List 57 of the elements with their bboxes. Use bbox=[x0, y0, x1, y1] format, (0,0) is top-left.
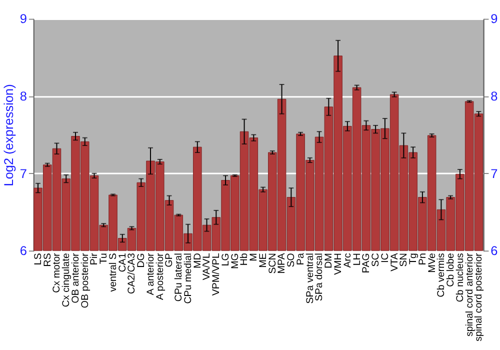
x-tick-label: SO bbox=[286, 252, 298, 268]
y2-tick-label: 6 bbox=[490, 243, 498, 258]
y-axis-title: Log2 (expression) bbox=[1, 84, 16, 186]
x-tick-label: CPu lateral bbox=[174, 253, 185, 302]
x-tick-label: RS bbox=[42, 252, 54, 267]
x-tick-label: spinal cord posterior bbox=[474, 252, 485, 342]
y2-tick-label: 7 bbox=[490, 166, 498, 181]
x-tick-label: Hb bbox=[239, 252, 250, 266]
y-tick-label: 8 bbox=[20, 88, 28, 104]
x-tick-label: CA2/CA3 bbox=[126, 252, 138, 294]
x-tick-label: Tu bbox=[98, 253, 110, 264]
x-tick-label: CPu medial bbox=[182, 253, 194, 304]
x-tick-label: PAG bbox=[361, 253, 372, 274]
x-tick-label: DM bbox=[324, 253, 335, 268]
x-tick-label: MPA bbox=[276, 252, 288, 274]
x-tick-label: CA1 bbox=[117, 253, 128, 272]
x-tick-label: VMH bbox=[333, 253, 344, 275]
x-tick-label: VA/VL bbox=[202, 252, 213, 280]
x-tick-label: A anterior bbox=[145, 252, 156, 296]
x-tick-label: Cx motor bbox=[52, 252, 63, 293]
x-tick-label: A posterior bbox=[154, 252, 166, 300]
y2-tick-label: 8 bbox=[490, 88, 498, 104]
x-tick-label: Pir bbox=[89, 252, 100, 266]
x-tick-label: Cb vermis bbox=[436, 252, 448, 298]
x-tick-label: ME bbox=[258, 252, 269, 268]
x-tick-label: IC bbox=[380, 253, 391, 263]
x-tick-label: OB posterior bbox=[80, 252, 91, 308]
x-tick-label: DG bbox=[136, 253, 148, 268]
x-tick-label: ventral S bbox=[108, 252, 119, 292]
y-tick-label: 9 bbox=[20, 11, 28, 26]
x-tick-label: GP bbox=[164, 252, 176, 268]
x-tick-label: Tg bbox=[408, 253, 420, 265]
x-tick-label: Pn bbox=[417, 253, 428, 266]
y-tick-label: 6 bbox=[20, 243, 28, 258]
x-tick-label: LG bbox=[220, 253, 232, 266]
x-tick-label: SC bbox=[370, 253, 382, 267]
x-tick-label: Cb lobe bbox=[446, 252, 457, 287]
x-tick-label: MG bbox=[230, 253, 241, 269]
x-tick-label: SPa dorsal bbox=[314, 253, 326, 302]
x-tick-label: MVe bbox=[426, 252, 438, 273]
x-tick-label: Cb nucleus bbox=[454, 252, 466, 302]
x-tick-label: VTA bbox=[389, 252, 400, 272]
x-tick-label: MD bbox=[192, 253, 204, 268]
x-tick-label: Cx cingulate bbox=[61, 252, 72, 308]
x-tick-label: spinal cord anterior bbox=[464, 252, 476, 337]
y2-tick-label: 9 bbox=[490, 11, 498, 26]
x-tick-label: SCN bbox=[267, 253, 278, 274]
x-tick-label: Pa bbox=[295, 252, 306, 266]
x-tick-label: SN bbox=[398, 253, 410, 267]
x-tick-label: M bbox=[248, 253, 260, 262]
x-tick-label: SPa ventral bbox=[304, 253, 316, 304]
x-tick-label: OB anterior bbox=[70, 252, 82, 304]
x-tick-label: Arc bbox=[342, 252, 354, 268]
x-tick-label: LH bbox=[352, 253, 363, 266]
y-tick-label: 7 bbox=[20, 166, 28, 181]
x-tick-label: LS bbox=[32, 252, 44, 266]
x-tick-label: VPM/VPL bbox=[211, 252, 222, 296]
